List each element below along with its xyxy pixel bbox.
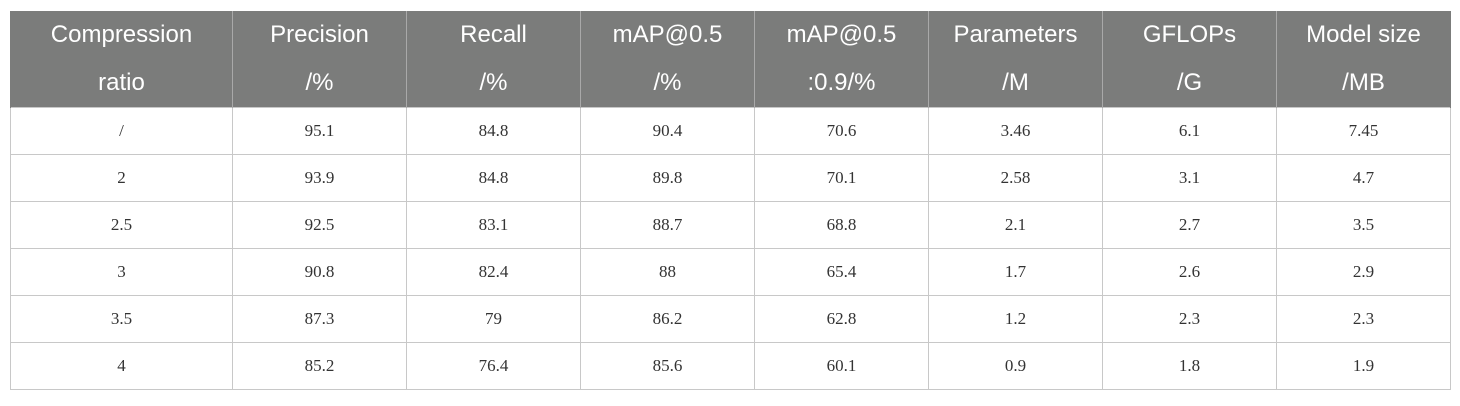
header-row: ratio/%/%/%:0.9/%/M/G/MB bbox=[10, 59, 1451, 108]
table-cell: 3 bbox=[10, 248, 233, 296]
header-cell: /% bbox=[232, 59, 407, 108]
table-cell: 92.5 bbox=[232, 201, 407, 249]
table-cell: 4 bbox=[10, 342, 233, 390]
table-cell: 83.1 bbox=[406, 201, 581, 249]
table-cell: 95.1 bbox=[232, 107, 407, 155]
table-cell: 84.8 bbox=[406, 154, 581, 202]
table-cell: 2.58 bbox=[928, 154, 1103, 202]
table-cell: 2.5 bbox=[10, 201, 233, 249]
table-cell: 1.2 bbox=[928, 295, 1103, 343]
table-cell: 86.2 bbox=[580, 295, 755, 343]
table-cell: 2 bbox=[10, 154, 233, 202]
table-cell: 2.3 bbox=[1276, 295, 1451, 343]
table-row: 2 93.9 84.8 89.8 70.1 2.58 3.1 4.7 bbox=[10, 154, 1451, 202]
table-container: Compression Precision Recall mAP@0.5 mAP@0.5… bbox=[10, 11, 1451, 390]
header-cell: GFLOPs bbox=[1102, 11, 1277, 59]
table-cell: 3.5 bbox=[10, 295, 233, 343]
table-cell: 70.1 bbox=[754, 154, 929, 202]
table-cell: 6.1 bbox=[1102, 107, 1277, 155]
table-header: Compression Precision Recall mAP@0.5 mAP@0.5… bbox=[10, 11, 1451, 108]
table-cell: 93.9 bbox=[232, 154, 407, 202]
table-cell: 2.1 bbox=[928, 201, 1103, 249]
table-cell: 1.8 bbox=[1102, 342, 1277, 390]
table-cell: 1.7 bbox=[928, 248, 1103, 296]
header-cell: :0.9/% bbox=[754, 59, 929, 108]
table-row: 3.5 87.3 79 86.2 62.8 1.2 2.3 2.3 bbox=[10, 295, 1451, 343]
header-cell: Recall bbox=[406, 11, 581, 59]
table-cell: 4.7 bbox=[1276, 154, 1451, 202]
table-row: 2.5 92.5 83.1 88.7 68.8 2.1 2.7 3.5 bbox=[10, 201, 1451, 249]
table-cell: 68.8 bbox=[754, 201, 929, 249]
table-row: 4 85.2 76.4 85.6 60.1 0.9 1.8 1.9 bbox=[10, 342, 1451, 390]
header-cell: mAP@0.5 bbox=[754, 11, 929, 59]
header-row: Compression Precision Recall mAP@0.5 mAP@0.5… bbox=[10, 11, 1451, 59]
header-cell: /MB bbox=[1276, 59, 1451, 108]
table-cell: 60.1 bbox=[754, 342, 929, 390]
header-cell: /M bbox=[928, 59, 1103, 108]
table-cell: 88 bbox=[580, 248, 755, 296]
table-cell: 7.45 bbox=[1276, 107, 1451, 155]
table-cell: 90.8 bbox=[232, 248, 407, 296]
table-cell: 3.5 bbox=[1276, 201, 1451, 249]
header-cell: /G bbox=[1102, 59, 1277, 108]
table-cell: 2.7 bbox=[1102, 201, 1277, 249]
table-row: 3 90.8 82.4 88 65.4 1.7 2.6 2.9 bbox=[10, 248, 1451, 296]
table-cell: 87.3 bbox=[232, 295, 407, 343]
header-cell: mAP@0.5 bbox=[580, 11, 755, 59]
table-cell: 2.3 bbox=[1102, 295, 1277, 343]
table-cell: 3.46 bbox=[928, 107, 1103, 155]
table-row: /95.1 84.8 90.4 70.6 3.46 6.1 7.45 bbox=[10, 107, 1451, 155]
table-cell: 65.4 bbox=[754, 248, 929, 296]
table-cell: 62.8 bbox=[754, 295, 929, 343]
table-cell: 84.8 bbox=[406, 107, 581, 155]
header-cell: Precision bbox=[232, 11, 407, 59]
table-cell: / bbox=[10, 107, 233, 155]
table-cell: 0.9 bbox=[928, 342, 1103, 390]
table-body: /95.1 84.8 90.4 70.6 3.46 6.1 7.45 2 93.9 84.8 89.… bbox=[10, 107, 1451, 390]
table-cell: 79 bbox=[406, 295, 581, 343]
table-cell: 76.4 bbox=[406, 342, 581, 390]
table-cell: 90.4 bbox=[580, 107, 755, 155]
table-cell: 85.6 bbox=[580, 342, 755, 390]
table-cell: 3.1 bbox=[1102, 154, 1277, 202]
table-cell: 89.8 bbox=[580, 154, 755, 202]
table-cell: 85.2 bbox=[232, 342, 407, 390]
table-cell: 2.6 bbox=[1102, 248, 1277, 296]
table-cell: 1.9 bbox=[1276, 342, 1451, 390]
header-cell: /% bbox=[406, 59, 581, 108]
table-cell: 2.9 bbox=[1276, 248, 1451, 296]
header-cell: /% bbox=[580, 59, 755, 108]
table-cell: 82.4 bbox=[406, 248, 581, 296]
results-table: Compression Precision Recall mAP@0.5 mAP@0.5… bbox=[10, 11, 1451, 390]
header-cell: Parameters bbox=[928, 11, 1103, 59]
header-cell: Compression bbox=[10, 11, 233, 59]
table-cell: 70.6 bbox=[754, 107, 929, 155]
header-cell: Model size bbox=[1276, 11, 1451, 59]
table-cell: 88.7 bbox=[580, 201, 755, 249]
header-cell: ratio bbox=[10, 59, 233, 108]
